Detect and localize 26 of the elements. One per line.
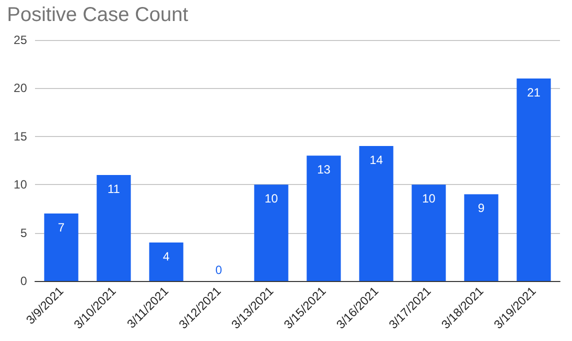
data-label: 4 — [162, 249, 170, 264]
bar — [464, 194, 498, 281]
y-tick-label: 10 — [14, 178, 28, 192]
data-label: 9 — [478, 201, 485, 216]
y-tick-label: 5 — [20, 226, 28, 240]
bar — [306, 156, 341, 281]
bar — [516, 78, 551, 281]
bar — [412, 184, 446, 281]
data-label: 14 — [370, 153, 384, 168]
bar — [359, 146, 394, 281]
bar — [44, 214, 78, 281]
y-tick-label: 25 — [14, 33, 28, 47]
bar — [149, 242, 184, 281]
data-label: 21 — [527, 86, 541, 100]
data-label: 11 — [108, 182, 120, 196]
data-label: 10 — [264, 192, 278, 206]
chart-title: Positive Case Count — [7, 4, 189, 26]
data-label: 7 — [58, 220, 65, 235]
y-tick-label: 20 — [14, 81, 28, 96]
bar — [254, 184, 288, 281]
data-label: 0 — [215, 263, 222, 277]
data-label: 10 — [422, 192, 436, 206]
data-label: 13 — [317, 162, 331, 177]
y-tick-label: 0 — [20, 274, 28, 288]
bar — [96, 174, 131, 281]
y-tick-label: 15 — [14, 129, 28, 144]
